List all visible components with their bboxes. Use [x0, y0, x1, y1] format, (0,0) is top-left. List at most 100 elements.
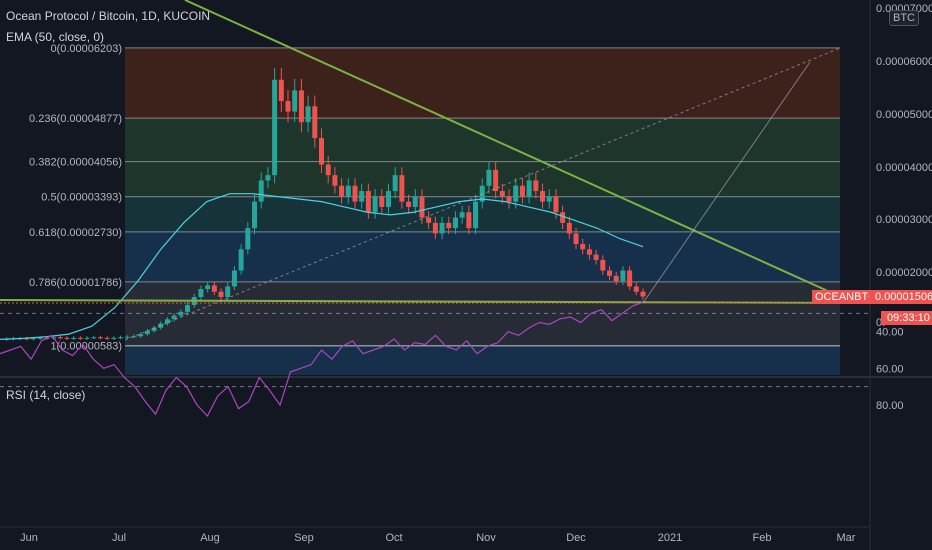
candle-body	[432, 222, 438, 234]
time-axis-tick: Aug	[200, 532, 220, 544]
time-axis-tick: Jul	[112, 532, 126, 544]
time-axis-tick: Nov	[476, 532, 496, 544]
candle-body	[285, 100, 291, 112]
candle-body	[493, 169, 499, 192]
candle-body	[600, 259, 606, 271]
candle-body	[171, 315, 177, 320]
candle-body	[292, 90, 298, 112]
rsi-line	[0, 301, 644, 418]
candle-body	[526, 180, 532, 197]
candle-body	[359, 191, 365, 202]
candle-body	[97, 337, 103, 339]
candle-body	[319, 138, 324, 165]
candle-body	[486, 169, 492, 186]
candle-body	[71, 337, 77, 339]
candle-body	[252, 201, 258, 229]
candle-body	[151, 327, 157, 331]
candle-body	[111, 337, 117, 339]
candle-body	[426, 217, 432, 223]
fib-zone	[125, 118, 840, 162]
candle-body	[131, 336, 137, 338]
candle-body	[399, 175, 405, 202]
time-axis-tick: Oct	[385, 532, 402, 544]
candle-body	[164, 319, 170, 324]
candle-body	[231, 270, 237, 287]
candle-body	[298, 90, 304, 123]
candle-body	[332, 175, 338, 186]
time-axis-tick: 2021	[658, 532, 682, 544]
candle-body	[586, 249, 592, 255]
price-axis-tick: 0.	[876, 317, 885, 329]
candle-body	[546, 196, 552, 202]
time-axis-tick: Mar	[837, 532, 856, 544]
currency-badge[interactable]: BTC	[889, 10, 919, 26]
fib-level-label: 0.618(0.00002730)	[29, 227, 122, 239]
candle-body	[633, 286, 639, 292]
fib-level-label: 0.5(0.00003393)	[41, 192, 122, 204]
fib-level-label: 1(0.00000583)	[50, 341, 122, 353]
candle-body	[305, 106, 311, 123]
candle-body	[406, 201, 412, 207]
candle-body	[185, 304, 191, 312]
candle-body	[566, 222, 572, 234]
symbol-price-tag: OCEANBTC	[812, 290, 880, 304]
price-axis-tick: 0.00006000	[876, 56, 932, 68]
candle-body	[593, 254, 599, 260]
candle-body	[620, 270, 626, 282]
candle-body	[272, 79, 278, 176]
candle-body	[506, 196, 512, 202]
candle-body	[540, 191, 546, 202]
candle-body	[30, 338, 36, 340]
ema-legend: EMA (50, close, 0)	[6, 30, 105, 44]
candle-body	[198, 289, 204, 298]
candle-body	[345, 185, 351, 197]
candle-body	[379, 196, 385, 207]
fib-level-label: 0.786(0.00001786)	[29, 277, 122, 289]
candle-body	[640, 291, 646, 297]
candle-body	[533, 180, 539, 192]
time-axis-tick: Jun	[20, 532, 38, 544]
candle-body	[439, 222, 445, 234]
candle-body	[225, 286, 231, 298]
fib-zone	[125, 47, 840, 119]
candle-body	[466, 212, 472, 229]
candle-body	[178, 311, 184, 316]
fib-level-label: 0(0.00006203)	[50, 43, 122, 55]
candle-body	[104, 337, 110, 339]
candle-body	[91, 337, 97, 339]
candle-body	[385, 191, 391, 207]
candle-body	[412, 196, 418, 207]
candle-body	[312, 106, 318, 139]
candle-body	[419, 196, 425, 218]
candle-body	[613, 275, 619, 282]
candle-body	[473, 201, 479, 229]
candle-body	[325, 164, 331, 176]
price-axis-tick: 0.00005000	[876, 109, 932, 121]
fib-level-label: 0.382(0.00004056)	[29, 157, 122, 169]
time-axis-tick: Dec	[566, 532, 586, 544]
countdown-label: 09:33:10	[881, 311, 932, 325]
candle-body	[144, 330, 150, 335]
candle-body	[372, 196, 378, 213]
candle-body	[499, 191, 505, 197]
price-axis-tick: 0.00002000	[876, 267, 932, 279]
last-price-label: 0.00001506	[869, 290, 932, 304]
descending-trendline	[184, 0, 831, 293]
candle-body	[365, 191, 371, 213]
time-axis-tick: Sep	[294, 532, 314, 544]
candle-body	[24, 338, 30, 340]
candle-body	[627, 270, 633, 287]
candle-body	[37, 337, 43, 339]
candle-body	[452, 217, 458, 229]
candle-body	[513, 185, 519, 202]
candle-body	[519, 185, 525, 197]
projection-line	[642, 61, 811, 304]
rsi-legend: RSI (14, close)	[6, 388, 86, 402]
fib-zone	[125, 231, 840, 282]
rsi-axis-tick: 40.00	[876, 327, 904, 339]
candle-body	[459, 212, 465, 218]
candle-body	[607, 270, 613, 276]
candle-body	[57, 337, 63, 339]
candle-body	[77, 337, 83, 339]
